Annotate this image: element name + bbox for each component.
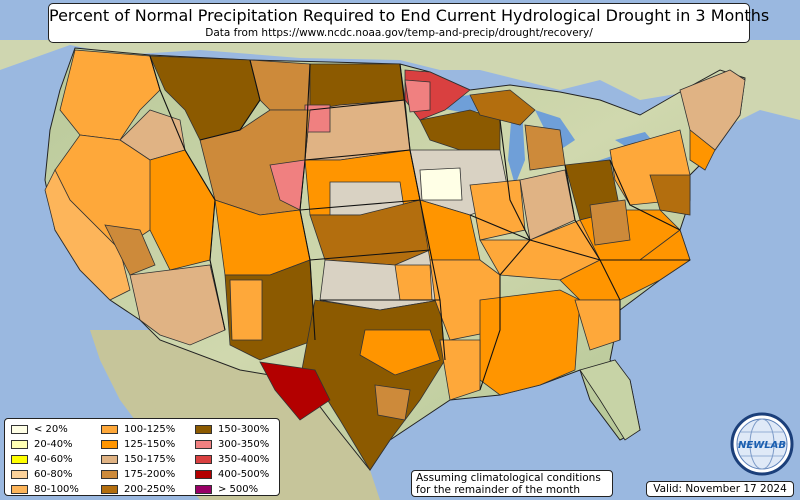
region-illinois xyxy=(469,179,526,241)
region-new-mexico-west xyxy=(229,279,263,341)
valid-date: Valid: November 17 2024 xyxy=(646,481,794,497)
region-west-virginia xyxy=(589,199,631,246)
legend-item: 150-300% xyxy=(195,422,269,437)
canada-land xyxy=(0,40,800,125)
legend-item: 150-175% xyxy=(101,452,175,467)
legend-item: 300-350% xyxy=(195,437,269,452)
legend-label: 80-100% xyxy=(34,484,79,495)
legend-label: 150-300% xyxy=(218,424,270,435)
legend-item: 200-250% xyxy=(101,482,175,497)
title-box: Percent of Normal Precipitation Required… xyxy=(48,3,770,43)
legend-swatch xyxy=(11,440,28,449)
region-minnesota-light xyxy=(404,79,431,113)
legend-item: 80-100% xyxy=(11,482,79,497)
region-mississippi-alabama xyxy=(479,289,581,396)
legend-swatch xyxy=(11,470,28,479)
region-lower-michigan xyxy=(524,124,566,171)
legend-label: 20-40% xyxy=(34,439,73,450)
assumption-note-line-2: for the remainder of the month xyxy=(416,484,581,496)
legend-swatch xyxy=(101,485,118,494)
legend-label: 400-500% xyxy=(218,469,270,480)
legend-label: 150-175% xyxy=(124,454,176,465)
legend: < 20% 20-40% 40-60% 60-80% 80-100% 100-1… xyxy=(4,418,280,496)
florida xyxy=(579,359,641,441)
legend-label: 60-80% xyxy=(34,469,73,480)
legend-swatch xyxy=(101,470,118,479)
legend-swatch xyxy=(195,470,212,479)
legend-item: 20-40% xyxy=(11,437,79,452)
legend-label: < 20% xyxy=(34,424,68,435)
legend-swatch xyxy=(195,440,212,449)
legend-swatch xyxy=(11,485,28,494)
legend-label: 350-400% xyxy=(218,454,270,465)
legend-item: 100-125% xyxy=(101,422,175,437)
legend-label: 40-60% xyxy=(34,454,73,465)
legend-swatch xyxy=(11,455,28,464)
region-mid-atlantic xyxy=(649,174,691,216)
region-texas-coast xyxy=(374,384,411,421)
svg-text:NEWLAB: NEWLAB xyxy=(738,440,786,451)
legend-swatch xyxy=(11,425,28,434)
mexico-land xyxy=(90,330,380,500)
legend-item: 175-200% xyxy=(101,467,175,482)
region-southern-new-england xyxy=(689,129,716,171)
region-upper-michigan xyxy=(469,89,536,126)
lake-michigan xyxy=(508,110,525,185)
globe-logo-icon: NEWLAB xyxy=(730,412,794,476)
region-oklahoma-east xyxy=(394,264,433,301)
map-title: Percent of Normal Precipitation Required… xyxy=(49,6,770,25)
legend-label: > 500% xyxy=(218,484,259,495)
legend-item: 60-80% xyxy=(11,467,79,482)
legend-item: 125-150% xyxy=(101,437,175,452)
legend-swatch xyxy=(101,455,118,464)
region-texas-central xyxy=(359,329,441,376)
legend-item: < 20% xyxy=(11,422,79,437)
region-iowa-east xyxy=(419,167,463,201)
lake-ontario xyxy=(615,132,650,146)
region-west-texas xyxy=(259,361,331,421)
region-california xyxy=(44,169,131,301)
data-source-url: Data from https://www.ncdc.noaa.gov/temp… xyxy=(205,27,593,39)
legend-column-3: 150-300% 300-350% 350-400% 400-500% > 50… xyxy=(195,422,269,497)
assumption-note: Assuming climatological conditions for t… xyxy=(411,470,613,497)
drought-regions xyxy=(44,49,746,471)
legend-item: 350-400% xyxy=(195,452,269,467)
assumption-note-line-1: Assuming climatological conditions xyxy=(416,472,601,484)
legend-swatch xyxy=(101,440,118,449)
legend-label: 100-125% xyxy=(124,424,176,435)
legend-label: 200-250% xyxy=(124,484,176,495)
legend-swatch xyxy=(195,485,212,494)
state-borders xyxy=(149,55,690,391)
region-arizona xyxy=(129,264,226,346)
legend-label: 125-150% xyxy=(124,439,176,450)
legend-swatch xyxy=(101,425,118,434)
region-california-interior xyxy=(104,224,156,276)
legend-label: 175-200% xyxy=(124,469,176,480)
legend-item: 40-60% xyxy=(11,452,79,467)
legend-label: 300-350% xyxy=(218,439,270,450)
legend-item: > 500% xyxy=(195,482,269,497)
legend-swatch xyxy=(195,425,212,434)
legend-column-2: 100-125% 125-150% 150-175% 175-200% 200-… xyxy=(101,422,175,497)
legend-swatch xyxy=(195,455,212,464)
legend-column-1: < 20% 20-40% 40-60% 60-80% 80-100% xyxy=(11,422,79,497)
legend-item: 400-500% xyxy=(195,467,269,482)
